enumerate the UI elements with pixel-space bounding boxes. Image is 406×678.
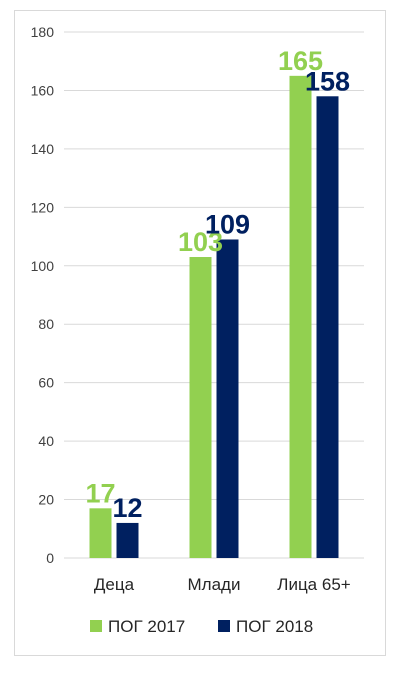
y-tick-label: 80: [38, 316, 54, 332]
y-axis-ticks: 0 20 40 60 80 100 120 140 160 180: [31, 24, 55, 566]
y-tick-label: 40: [38, 433, 54, 449]
bars: [89, 75, 339, 559]
legend-label-0: ПОГ 2017: [108, 617, 185, 636]
y-tick-label: 120: [31, 199, 55, 215]
y-tick-label: 0: [46, 550, 54, 566]
bar-0-0: [89, 508, 112, 558]
legend-label-1: ПОГ 2018: [236, 617, 313, 636]
bar-2-1: [316, 96, 339, 559]
bar-1-1: [216, 239, 239, 558]
data-label-1-0: 103: [178, 227, 223, 257]
x-axis-categories: Деца Млади Лица 65+: [94, 575, 351, 594]
bar-1-0: [189, 257, 212, 558]
y-tick-label: 140: [31, 141, 55, 157]
data-label-0-0: 17: [85, 478, 115, 508]
y-tick-label: 160: [31, 82, 55, 98]
category-label: Лица 65+: [277, 575, 350, 594]
category-label: Млади: [188, 575, 241, 594]
y-tick-label: 20: [38, 492, 54, 508]
data-label-1-1: 109: [205, 209, 250, 239]
grid-lines: [64, 31, 364, 559]
legend-swatch-0: [90, 620, 102, 632]
data-label-2-0: 165: [278, 46, 323, 76]
y-tick-label: 100: [31, 258, 55, 274]
y-tick-label: 180: [31, 24, 55, 40]
data-label-0-1: 12: [112, 493, 142, 523]
data-label-2-1: 158: [305, 66, 350, 96]
legend: ПОГ 2017 ПОГ 2018: [90, 617, 313, 636]
legend-swatch-1: [218, 620, 230, 632]
category-label: Деца: [94, 575, 135, 594]
bar-2-0: [289, 75, 312, 558]
bar-0-1: [116, 522, 139, 558]
y-tick-label: 60: [38, 375, 54, 391]
